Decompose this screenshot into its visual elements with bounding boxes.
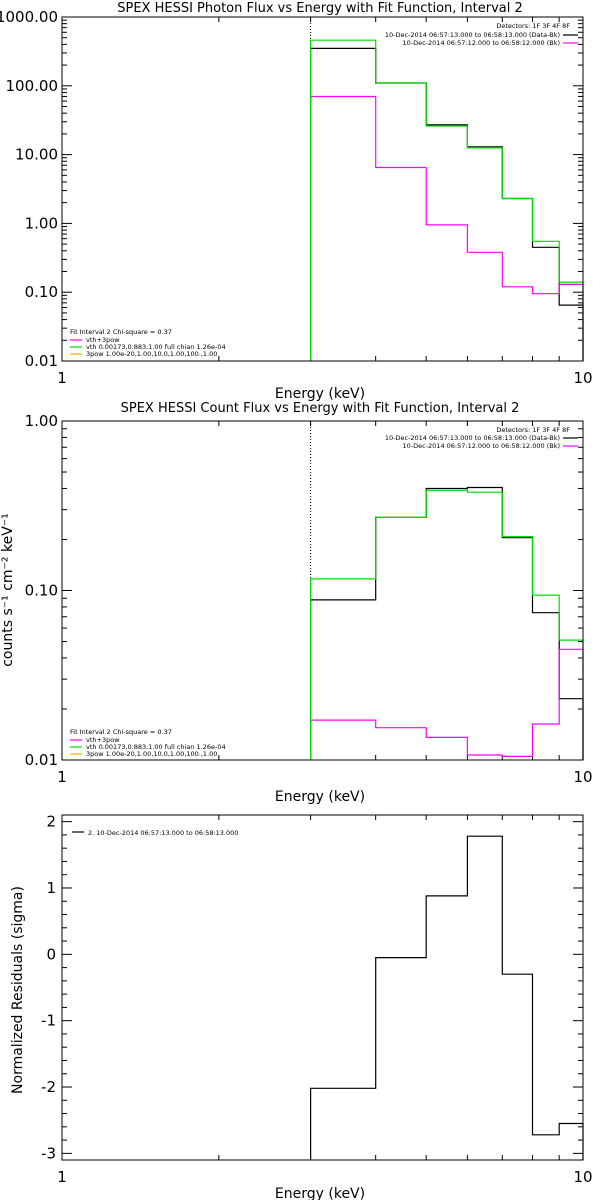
- residuals-series-data: [310, 835, 584, 1160]
- photon-flux-title: SPEX HESSI Photon Flux vs Energy with Fi…: [117, 1, 523, 16]
- count-flux-xlabel: Energy (keV): [275, 789, 365, 805]
- count-flux-series-vth: [310, 489, 584, 760]
- residuals-plot-frame: [61, 814, 584, 1161]
- count-flux-plot-frame: [61, 420, 584, 761]
- residuals-xtick-label: 1: [57, 1168, 67, 1186]
- count-flux-legend-3pow: 3pow 1.00e-20,1.00,10.0,1.00,100.,1.00: [86, 750, 217, 758]
- residuals-xlabel: Energy (keV): [275, 1186, 365, 1200]
- count-flux-ylabel: counts s⁻¹ cm⁻² keV⁻¹: [0, 513, 16, 667]
- photon-flux-panel: SPEX HESSI Photon Flux vs Energy with Fi…: [0, 1, 593, 402]
- count-flux-legend-vth: vth 0.00173,0.883,1.00 full chian 1.26e-…: [86, 743, 226, 751]
- count-flux-ytick-label: 1.00: [25, 412, 58, 430]
- count-flux-xtick-label: 10: [573, 768, 592, 786]
- residuals-ytick-label: 1: [46, 879, 56, 897]
- photon-flux-ytick-label: 1000.00: [0, 8, 58, 26]
- residuals-ytick-label: 0: [46, 945, 56, 963]
- count-flux-title: SPEX HESSI Count Flux vs Energy with Fit…: [121, 401, 520, 416]
- photon-flux-ytick-label: 10.00: [15, 146, 58, 164]
- photon-flux-series-data: [310, 47, 584, 361]
- residuals-legend-label: 2. 10-Dec-2014 06:57:13.000 to 06:58:13.…: [88, 829, 238, 837]
- photon-flux-legend-left: Fit Interval 2 Chi-square = 0.37 vth+3po…: [70, 328, 226, 358]
- photon-flux-ytick-label: 0.10: [25, 283, 58, 301]
- residuals-ylabel: Normalized Residuals (sigma): [10, 886, 26, 1094]
- photon-flux-legend-detectors: Detectors: 1F 3F 4F 8F: [496, 22, 570, 30]
- count-flux-panel: SPEX HESSI Count Flux vs Energy with Fit…: [0, 401, 593, 805]
- photon-flux-legend-right: Detectors: 1F 3F 4F 8F 10-Dec-2014 06:57…: [385, 22, 578, 47]
- count-flux-legend-vth3pow: vth+3pow: [86, 736, 120, 744]
- photon-flux-plot-frame: [61, 16, 584, 362]
- photon-flux-legend-bk-label: 10-Dec-2014 06:57:12.000 to 06:58:12.000…: [403, 39, 561, 47]
- residuals-ytick-label: -2: [41, 1078, 56, 1096]
- residuals-ytick-label: 2: [46, 813, 56, 831]
- count-flux-legend-left: Fit Interval 2 Chi-square = 0.37 vth+3po…: [70, 728, 226, 758]
- residuals-ytick-label: -1: [41, 1012, 56, 1030]
- count-flux-series: [310, 421, 584, 760]
- photon-flux-legend-vth: vth 0.00173,0.883,1.00 full chian 1.26e-…: [86, 343, 226, 351]
- count-flux-legend-fit: Fit Interval 2 Chi-square = 0.37: [70, 728, 172, 736]
- count-flux-legend-data-label: 10-Dec-2014 06:57:13.000 to 06:58:13.000…: [385, 434, 560, 442]
- photon-flux-legend-3pow: 3pow 1.00e-20,1.00,10.0,1.00,100.,1.00: [86, 350, 217, 358]
- photon-flux-xtick-label: 10: [573, 369, 592, 387]
- residuals-xtick-label: 10: [573, 1168, 592, 1186]
- photon-flux-ytick-label: 1.00: [25, 214, 58, 232]
- photon-flux-series-background_curve: [310, 95, 584, 361]
- count-flux-legend-right: Detectors: 1F 3F 4F 8F 10-Dec-2014 06:57…: [385, 426, 578, 450]
- residuals-series: [310, 835, 584, 1160]
- count-flux-legend-detectors: Detectors: 1F 3F 4F 8F: [496, 426, 570, 434]
- count-flux-xtick-label: 1: [57, 768, 67, 786]
- count-flux-legend-bk-label: 10-Dec-2014 06:57:12.000 to 06:58:12.000…: [403, 442, 561, 450]
- count-flux-ytick-label: 0.10: [25, 582, 58, 600]
- photon-flux-ytick-label: 0.01: [25, 352, 58, 370]
- residuals-ytick-label: -3: [41, 1144, 56, 1162]
- photon-flux-legend-data-label: 10-Dec-2014 06:57:13.000 to 06:58:13.000…: [385, 31, 560, 39]
- residuals-ticks: 1 10 -3 -2 -1 0 1 2: [41, 813, 593, 1186]
- photon-flux-series-vth: [310, 39, 584, 361]
- photon-flux-xtick-label: 1: [57, 369, 67, 387]
- count-flux-series-background_curve: [310, 648, 584, 760]
- photon-flux-legend-vth3pow: vth+3pow: [86, 336, 120, 344]
- count-flux-ytick-label: 0.01: [25, 751, 58, 769]
- count-flux-series-data: [310, 486, 584, 760]
- photon-flux-ytick-label: 100.00: [6, 77, 59, 95]
- photon-flux-legend-fit: Fit Interval 2 Chi-square = 0.37: [70, 328, 172, 336]
- photon-flux-xlabel: Energy (keV): [275, 386, 365, 402]
- photon-flux-series: [310, 17, 584, 361]
- residuals-panel: 1 10 -3 -2 -1 0 1 2 Energy (keV) Normalized Res…: [10, 813, 593, 1200]
